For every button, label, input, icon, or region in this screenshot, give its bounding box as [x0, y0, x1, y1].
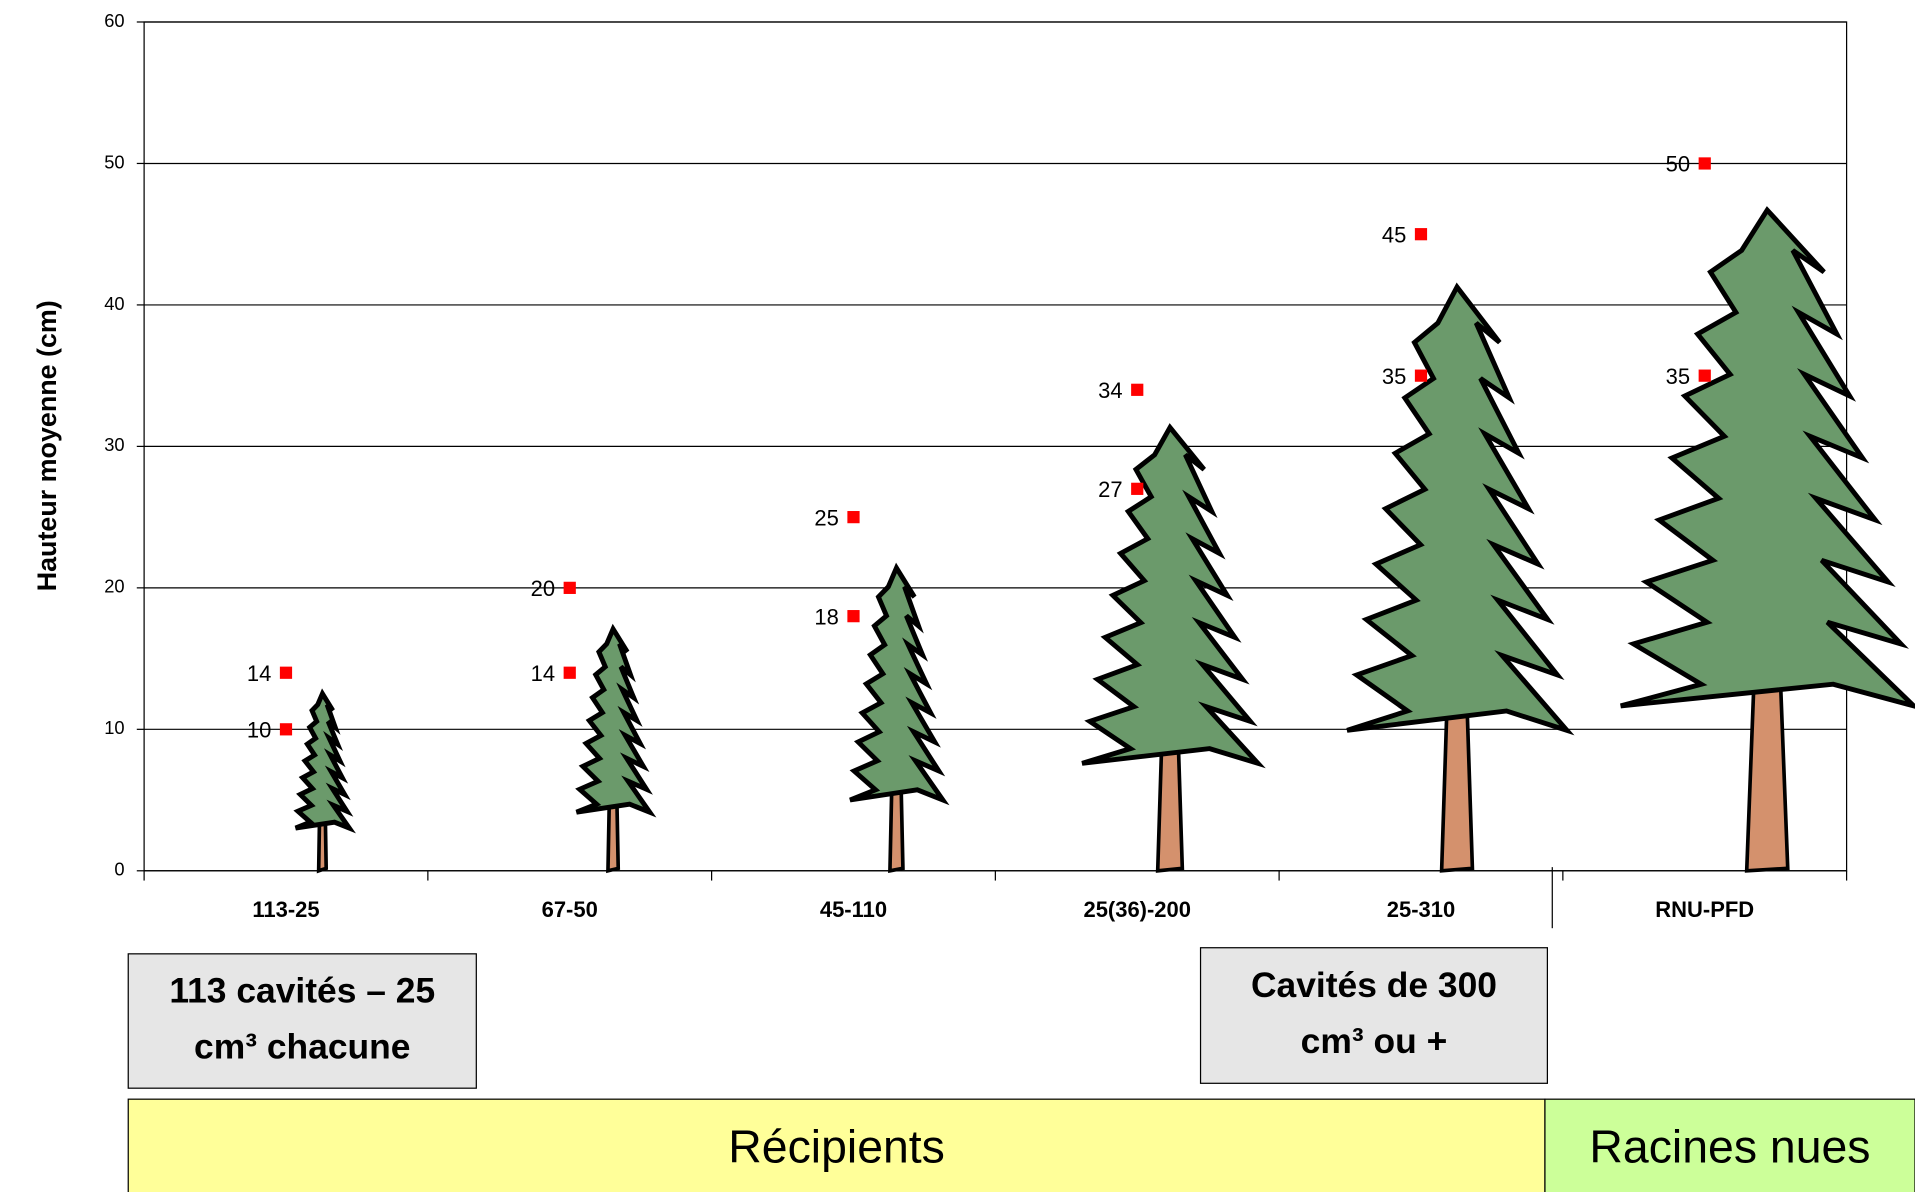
x-tick-label: 113-25: [252, 897, 319, 922]
data-label: 25: [814, 505, 838, 530]
dot: [1414, 369, 1428, 382]
tree-foliage: [1346, 282, 1575, 736]
annotation-text: Cavités de 300: [1251, 965, 1497, 1005]
x-tick-label: 45-110: [820, 897, 887, 922]
x-tick-label: 67-50: [542, 897, 598, 922]
dot: [1131, 482, 1144, 495]
dot: [279, 723, 293, 736]
dot: [1414, 228, 1428, 241]
group-label: Récipients: [728, 1121, 945, 1173]
data-label: 34: [1098, 378, 1122, 403]
data-label: 20: [531, 576, 555, 601]
x-tick-label: RNU-PFD: [1655, 897, 1754, 922]
y-tick-label: 60: [104, 10, 124, 31]
tree-foliage: [293, 688, 356, 834]
data-label: 18: [814, 604, 838, 629]
data-label: 45: [1382, 222, 1406, 247]
group-band: [127, 1098, 1546, 1192]
data-label: 14: [247, 661, 271, 686]
data-label: 27: [1098, 477, 1122, 502]
tree-foliage: [849, 562, 950, 806]
dot: [1698, 157, 1711, 170]
tree-foliage: [1081, 423, 1266, 769]
y-tick-label: 10: [104, 717, 124, 738]
y-axis-label: Hauteur moyenne (cm): [32, 300, 62, 591]
dot: [1131, 383, 1144, 396]
data-label: 14: [531, 661, 555, 686]
y-tick-label: 20: [104, 576, 124, 597]
dot: [563, 666, 576, 679]
annotation-text: 113 cavités – 25: [169, 970, 435, 1010]
dot: [563, 581, 576, 594]
dot: [847, 610, 860, 623]
data-label: 50: [1666, 152, 1690, 177]
x-tick-label: 25-310: [1387, 897, 1455, 922]
data-label: 35: [1666, 364, 1690, 389]
data-label: 10: [247, 718, 271, 743]
group-band: [1544, 1098, 1915, 1192]
dot: [279, 666, 293, 679]
data-label: 35: [1382, 364, 1406, 389]
y-tick-label: 0: [114, 859, 124, 880]
dot: [847, 511, 860, 524]
annotation-box: [127, 953, 477, 1089]
annotation-text: cm³ ou +: [1301, 1021, 1448, 1061]
dot: [1698, 369, 1711, 382]
y-tick-label: 40: [104, 293, 124, 314]
annotation-text: cm³ chacune: [194, 1026, 410, 1066]
y-tick-label: 50: [104, 151, 124, 172]
annotation-box: [1199, 947, 1548, 1084]
group-label: Racines nues: [1589, 1121, 1870, 1173]
tree-foliage: [575, 623, 657, 818]
tree-foliage: [1620, 206, 1915, 709]
y-tick-label: 30: [104, 434, 124, 455]
x-tick-label: 25(36)-200: [1083, 897, 1190, 922]
